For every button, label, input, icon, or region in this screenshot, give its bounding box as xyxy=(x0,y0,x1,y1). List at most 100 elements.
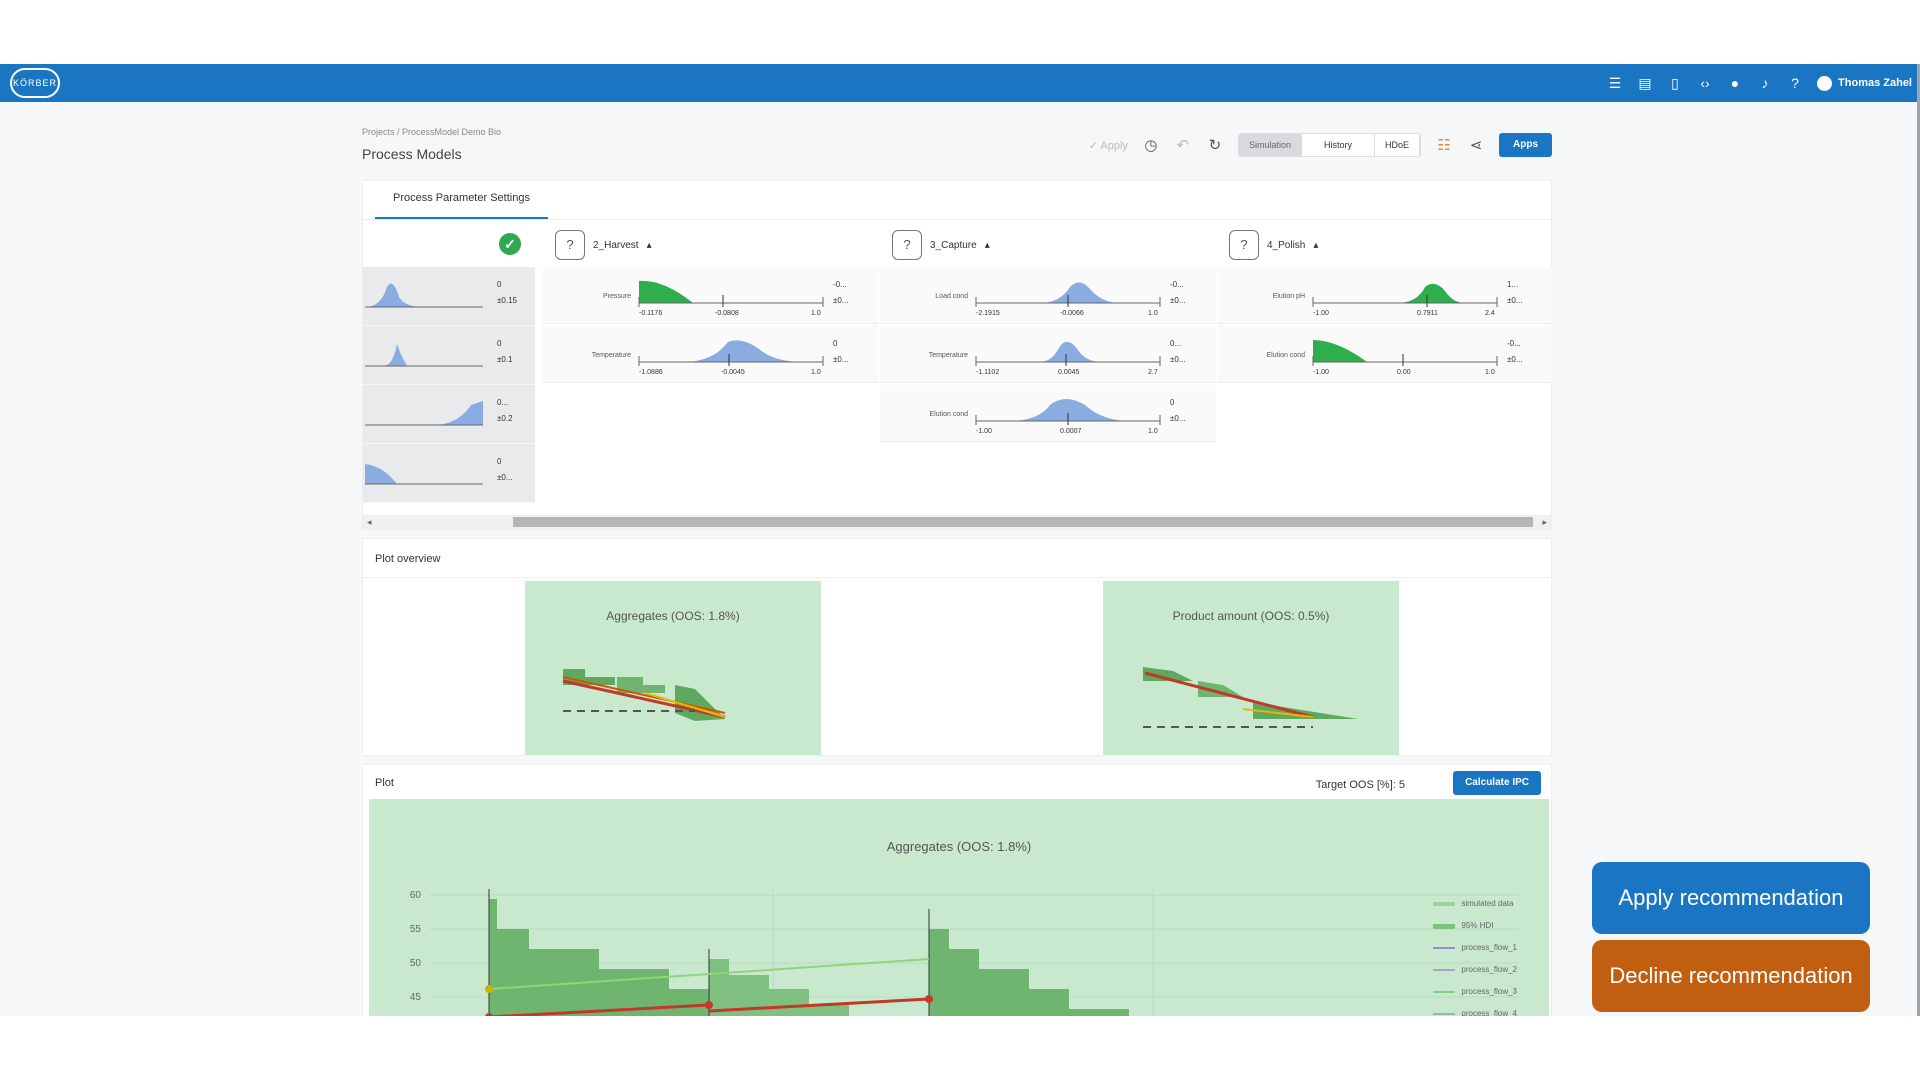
apps-button[interactable]: Apps xyxy=(1499,133,1552,157)
parameter-row[interactable]: Pressure -0.1176 -0.0808 1.0 -0... ±0... xyxy=(543,267,879,324)
parameter-value-1: -0... xyxy=(833,280,847,289)
share-icon[interactable]: ⋖ xyxy=(1469,137,1483,154)
summary-value: 0 ±0.1 xyxy=(497,336,513,368)
toolbar: ✓ Apply ◷ ↶ ↻ Simulation History HDoE ☷ … xyxy=(1089,132,1552,158)
mode-simulation[interactable]: Simulation xyxy=(1238,134,1302,156)
parameter-row[interactable]: Elution cond -1.00 0.0007 1.0 0 ±0... xyxy=(880,385,1216,442)
parameter-label: Elution cond xyxy=(929,411,968,418)
legend-simulated[interactable]: simulated data xyxy=(1433,893,1517,915)
book-icon[interactable]: ▤ xyxy=(1638,75,1652,91)
legend-label: process_flow_3 xyxy=(1461,987,1517,996)
thumbnail-title: Aggregates (OOS: 1.8%) xyxy=(606,609,740,623)
target-oos-field[interactable]: Target OOS [%]: 5 xyxy=(1315,779,1405,791)
apply-button[interactable]: ✓ Apply xyxy=(1088,139,1128,152)
legend-label: 95% HDI xyxy=(1461,921,1494,930)
min-value: -2.1915 xyxy=(976,310,1000,317)
history-icon[interactable]: ◷ xyxy=(1144,137,1158,154)
parameter-label: Pressure xyxy=(602,293,631,300)
summary-row[interactable]: 0 ±0.1 xyxy=(363,326,535,385)
breadcrumb[interactable]: Projects / ProcessModel Demo Bio xyxy=(362,127,502,137)
aggregates-chart[interactable]: Aggregates (OOS: 1.8%) 60 55 50 45 xyxy=(369,799,1549,1016)
help-icon[interactable]: ? xyxy=(1791,75,1799,91)
panel-divider xyxy=(363,577,1551,578)
list-icon[interactable]: ☰ xyxy=(1608,75,1622,91)
parameter-label: Temperature xyxy=(591,352,631,359)
distribution-mini-chart xyxy=(365,344,483,367)
reset-icon[interactable]: ↻ xyxy=(1208,137,1222,154)
stage-header[interactable]: ? 4_Polish ▴ xyxy=(1229,225,1318,265)
overview-thumbnail-aggregates[interactable]: Aggregates (OOS: 1.8%) xyxy=(525,581,821,755)
decline-recommendation-button[interactable]: Decline recommendation xyxy=(1592,940,1870,1012)
setpoint-value: 0.00 xyxy=(1397,369,1411,376)
app-window: KÖRBER ☰ ▤ ▯ ‹› ● ♪ ? Thomas Zahel Proje… xyxy=(0,64,1920,1016)
tab-process-parameter-settings[interactable]: Process Parameter Settings xyxy=(375,181,548,219)
horizontal-scrollbar[interactable]: ◂ ▸ xyxy=(363,515,1551,529)
stage-header[interactable]: ? 2_Harvest ▴ xyxy=(555,225,652,265)
parameter-settings-panel: Process Parameter Settings ✓ 0 ±0.15 xyxy=(362,180,1553,530)
caret-up-icon: ▴ xyxy=(1313,239,1319,251)
chart-legend: simulated data 95% HDI process_flow_1 pr… xyxy=(1433,893,1517,1016)
undo-icon[interactable]: ↶ xyxy=(1176,137,1190,154)
apply-label: Apply xyxy=(1100,139,1128,152)
y-tick: 55 xyxy=(410,924,422,935)
user-menu[interactable]: Thomas Zahel xyxy=(1817,75,1912,91)
parameter-value-2: ±0... xyxy=(1507,296,1523,305)
distribution-mini-chart xyxy=(365,464,483,485)
korber-logo[interactable]: KÖRBER xyxy=(10,68,60,98)
legend-label: simulated data xyxy=(1461,899,1514,908)
legend-hdi[interactable]: 95% HDI xyxy=(1433,915,1517,937)
bell-icon[interactable]: ♪ xyxy=(1761,75,1769,91)
avatar xyxy=(1817,75,1833,91)
valid-check-icon: ✓ xyxy=(499,233,521,255)
min-value: -0.1176 xyxy=(639,310,662,317)
parameter-row[interactable]: Elution cond -1.00 0.00 1.0 -0... ±0... xyxy=(1217,326,1553,383)
stage-name: 3_Capture xyxy=(930,239,977,251)
setpoint-value: 0.7911 xyxy=(1417,310,1438,317)
mode-hdoe[interactable]: HDoE xyxy=(1374,134,1420,156)
summary-value-1: 0... xyxy=(497,398,509,407)
legend-flow-2[interactable]: process_flow_2 xyxy=(1433,959,1517,981)
globe-icon[interactable]: ● xyxy=(1730,75,1740,91)
parameter-row[interactable]: Elution pH -1.00 0.7911 2.4 1... ±0... xyxy=(1217,267,1553,324)
scroll-right-icon[interactable]: ▸ xyxy=(1542,517,1547,527)
chart-title: Aggregates (OOS: 1.8%) xyxy=(886,839,1032,854)
parameter-value-1: -0... xyxy=(1507,339,1521,348)
overview-thumbnail-product-amount[interactable]: Product amount (OOS: 0.5%) xyxy=(1103,581,1399,755)
setpoint-value: 0.0045 xyxy=(1058,369,1080,376)
parameter-row[interactable]: Temperature -1.1102 0.0045 2.7 0... ±0... xyxy=(880,326,1216,383)
parameter-row[interactable]: Load cond -2.1915 -0.0066 1.0 -0... ±0... xyxy=(880,267,1216,324)
scroll-left-icon[interactable]: ◂ xyxy=(367,517,372,527)
max-value: 1.0 xyxy=(1148,310,1158,317)
parameter-row[interactable]: Temperature -1.0886 -0.0045 1.0 0 ±0... xyxy=(543,326,879,383)
calculate-ipc-button[interactable]: Calculate IPC xyxy=(1453,771,1541,795)
summary-value-2: ±0.15 xyxy=(497,296,517,305)
max-value: 1.0 xyxy=(811,369,821,376)
setpoint-value: -0.0045 xyxy=(721,369,745,376)
parameter-value-2: ±0... xyxy=(833,296,849,305)
legend-flow-3[interactable]: process_flow_3 xyxy=(1433,981,1517,1003)
parameter-value: 0... ±0... xyxy=(1170,336,1186,368)
min-value: -1.00 xyxy=(1313,310,1329,317)
document-icon[interactable]: ▯ xyxy=(1671,75,1679,91)
user-name: Thomas Zahel xyxy=(1838,77,1912,89)
parameter-distribution: -1.00 0.0007 1.0 xyxy=(975,399,1161,435)
summary-row[interactable]: 0 ±0... xyxy=(363,444,535,503)
parameter-value-2: ±0... xyxy=(1170,296,1186,305)
parameter-distribution: -0.1176 -0.0808 1.0 xyxy=(638,280,824,317)
scrollbar-thumb[interactable] xyxy=(513,517,1533,527)
summary-row[interactable]: 0... ±0.2 xyxy=(363,385,535,444)
plot-overview-panel: Plot overview Aggregates (OOS: 1.8%) Pro… xyxy=(362,538,1552,756)
legend-flow-1[interactable]: process_flow_1 xyxy=(1433,937,1517,959)
legend-flow-4[interactable]: process_flow_4 xyxy=(1433,1003,1517,1016)
page-title: Process Models xyxy=(362,146,462,162)
code-icon[interactable]: ‹› xyxy=(1700,75,1710,91)
summary-row[interactable]: 0 ±0.15 xyxy=(363,267,535,326)
unknown-model-icon: ? xyxy=(892,230,922,260)
apply-recommendation-button[interactable]: Apply recommendation xyxy=(1592,862,1870,934)
parameter-distribution: -2.1915 -0.0066 1.0 xyxy=(975,282,1161,317)
stage-header[interactable]: ? 3_Capture ▴ xyxy=(892,225,990,265)
thumbnail-chart xyxy=(1143,667,1358,728)
mode-history[interactable]: History xyxy=(1301,134,1375,156)
settings-sliders-icon[interactable]: ☷ xyxy=(1437,137,1451,154)
unknown-model-icon: ? xyxy=(555,230,585,260)
